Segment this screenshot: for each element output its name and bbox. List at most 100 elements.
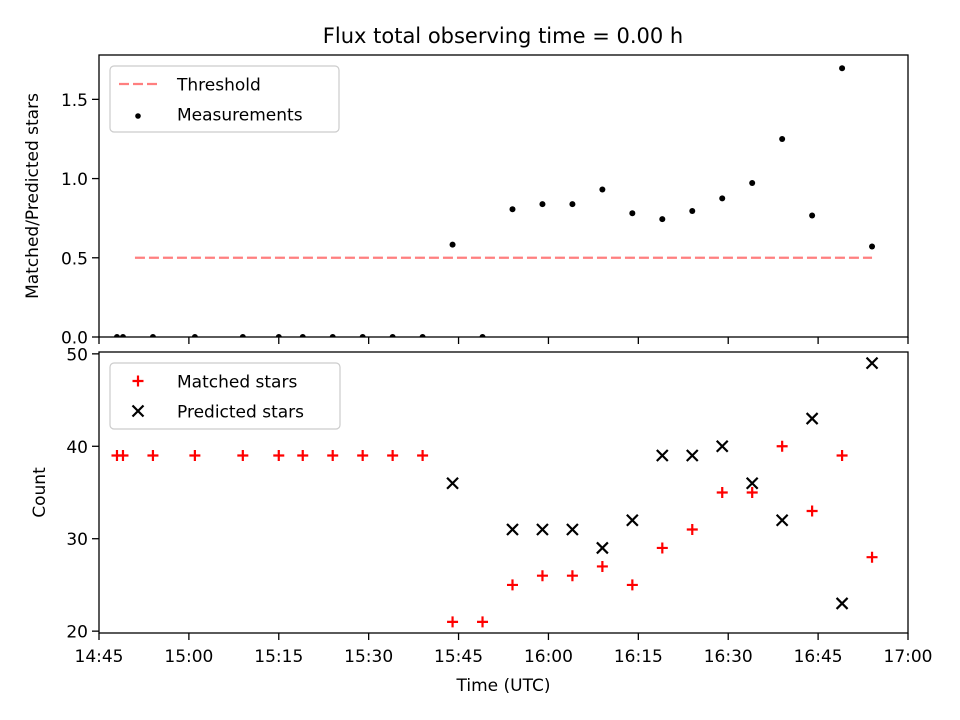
data-point <box>237 450 249 462</box>
data-point <box>715 440 729 453</box>
y-tick-label: 0.0 <box>61 329 88 349</box>
data-point <box>506 523 519 536</box>
data-point <box>509 206 516 213</box>
data-point <box>775 513 789 527</box>
plot-area <box>111 356 879 628</box>
data-point <box>596 541 609 555</box>
top-panel: 0.0 0.5 1.0 1.5 Matched/Predicted stars Thres… <box>23 54 909 349</box>
x-tick-label: 16:30 <box>704 647 753 667</box>
series-measurements <box>113 65 876 337</box>
data-point <box>117 450 129 462</box>
data-point <box>569 201 576 208</box>
plot-area <box>113 65 876 337</box>
data-point <box>629 210 636 217</box>
x-tick-label: 16:15 <box>614 647 663 667</box>
legend-label: Threshold <box>176 76 261 96</box>
data-point <box>297 450 309 462</box>
data-point <box>417 450 429 462</box>
series-predicted-stars <box>446 356 879 610</box>
data-point <box>119 334 126 337</box>
legend: Matched stars Predicted stars <box>109 362 341 430</box>
data-point <box>659 216 666 223</box>
legend-label: Matched stars <box>177 373 297 393</box>
data-point <box>539 201 546 208</box>
data-point <box>626 513 639 527</box>
y-tick-label: 1.0 <box>61 170 88 190</box>
data-point <box>506 579 518 591</box>
y-tick-label: 0.5 <box>61 249 88 269</box>
y-axis-label: Count <box>30 467 50 518</box>
legend-marker <box>131 404 145 418</box>
data-point <box>357 450 369 462</box>
legend-label: Predicted stars <box>177 403 304 423</box>
data-point <box>805 412 819 425</box>
x-tick-label: 15:45 <box>434 647 483 667</box>
data-point <box>387 450 399 462</box>
y-tick-label: 50 <box>66 345 88 365</box>
data-point <box>239 334 246 337</box>
legend-marker <box>135 113 141 119</box>
data-point <box>839 65 846 72</box>
y-tick-label: 30 <box>66 530 88 550</box>
data-point <box>566 523 579 536</box>
series-matched-stars <box>111 440 878 628</box>
x-tick-label: 16:00 <box>524 647 573 667</box>
y-tick-label: 20 <box>66 623 88 643</box>
data-point <box>656 449 669 462</box>
data-point <box>745 476 759 490</box>
x-axis-label: Time (UTC) <box>456 676 551 696</box>
data-point <box>835 597 849 610</box>
data-point <box>191 334 198 337</box>
bottom-panel: 20 30 40 50 14:45 15:00 15:15 15:30 15:45 16:00 16… <box>30 345 933 696</box>
legend-marker <box>132 375 144 387</box>
data-point <box>447 616 459 628</box>
data-point <box>536 523 549 536</box>
data-point <box>719 195 726 202</box>
data-point <box>866 551 878 563</box>
data-point <box>869 243 876 250</box>
data-point <box>626 579 638 591</box>
axes-frame <box>98 54 909 338</box>
data-point <box>327 450 339 462</box>
data-point <box>446 476 459 490</box>
data-point <box>809 212 816 219</box>
data-point <box>275 334 282 337</box>
legend: Threshold Measurements <box>109 65 340 133</box>
data-point <box>806 505 818 517</box>
legend-box <box>109 65 340 133</box>
x-tick-label: 14:45 <box>75 647 124 667</box>
data-point <box>685 449 699 462</box>
y-axis-label: Matched/Predicted stars <box>23 93 43 299</box>
data-point <box>449 241 456 248</box>
data-point <box>599 186 606 193</box>
data-point <box>147 450 159 462</box>
data-point <box>189 450 201 462</box>
data-point <box>477 616 489 628</box>
data-point <box>273 450 285 462</box>
x-tick-label: 15:15 <box>254 647 303 667</box>
data-point <box>686 523 698 535</box>
data-point <box>746 487 758 498</box>
data-point <box>566 570 578 582</box>
data-point <box>779 135 786 142</box>
data-point <box>359 334 366 337</box>
y-tick-label: 1.5 <box>61 91 88 111</box>
data-point <box>865 356 879 370</box>
data-point <box>776 440 788 452</box>
legend-box <box>109 362 341 430</box>
data-point <box>389 334 396 337</box>
data-point <box>596 560 608 572</box>
data-point <box>656 542 668 554</box>
data-point <box>329 334 336 337</box>
data-point <box>149 334 156 337</box>
data-point <box>113 334 120 337</box>
data-point <box>536 570 548 582</box>
y-tick-label: 40 <box>66 438 88 458</box>
legend-label: Measurements <box>177 106 303 126</box>
x-tick-label: 15:00 <box>164 647 213 667</box>
data-point <box>716 487 728 498</box>
chart-title: Flux total observing time = 0.00 h <box>323 24 683 48</box>
x-tick-label: 16:45 <box>794 647 843 667</box>
data-point <box>419 334 426 337</box>
